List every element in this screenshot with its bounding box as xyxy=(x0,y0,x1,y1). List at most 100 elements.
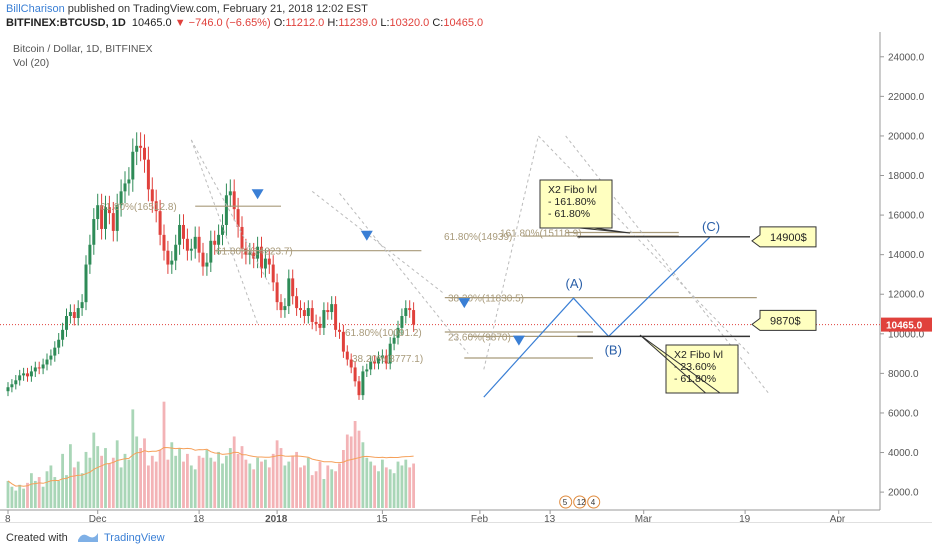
fib-level-label: 161.80%(15118.9) xyxy=(500,229,582,240)
price-candle xyxy=(178,214,182,255)
volume-bar xyxy=(158,450,162,508)
volume-bar xyxy=(295,451,298,508)
volume-bar xyxy=(377,471,380,508)
candle-body xyxy=(318,323,322,328)
price-candle xyxy=(107,195,111,225)
candle-body xyxy=(228,191,232,196)
volume-bar xyxy=(342,450,345,508)
volume-bar xyxy=(10,486,14,508)
volume-bar xyxy=(217,451,220,508)
price-candle xyxy=(384,349,388,370)
earnings-marker-icon xyxy=(559,495,573,509)
x-tick-label: 8 xyxy=(5,514,11,522)
price-chart[interactable]: 24000.0 22000.0 20000.0 18000.0 16000.0 14000… xyxy=(0,32,932,522)
candle-body xyxy=(334,304,338,330)
volume-bar xyxy=(135,436,139,508)
price-candle xyxy=(65,308,68,337)
price-candle xyxy=(92,208,96,255)
candle-body xyxy=(295,296,299,309)
volume-bar xyxy=(119,467,123,508)
price-change: ▼ −746.0 (−6.65%) xyxy=(174,17,271,29)
price-candle xyxy=(162,224,166,261)
y-tick-label: 4000.0 xyxy=(888,448,919,459)
candle-body xyxy=(166,250,170,265)
volume-bar xyxy=(381,459,384,508)
volume-bar xyxy=(349,436,353,508)
candle-body xyxy=(236,209,240,227)
candle-body xyxy=(361,371,365,396)
candle-body xyxy=(353,367,357,382)
fibo-callout-lower: X2 Fibo lvl- 23.60%- 61.80% xyxy=(639,334,739,394)
candle-body xyxy=(287,278,291,307)
candle-body xyxy=(127,179,131,184)
volume-bar xyxy=(283,465,287,508)
tradingview-brand-link[interactable]: TradingView xyxy=(104,532,165,544)
high-value: 11239.0 xyxy=(338,17,378,29)
volume-bar xyxy=(353,421,357,508)
volume-bar xyxy=(201,457,205,508)
volume-bar xyxy=(186,453,189,508)
volume-bar xyxy=(189,465,193,508)
price-candle xyxy=(143,134,146,173)
candle-body xyxy=(279,302,283,311)
y-tick-label: 24000.0 xyxy=(888,52,925,63)
candle-body xyxy=(213,240,217,245)
chart-title: Bitcoin / Dollar, 1D, BITFINEX xyxy=(13,43,153,55)
candle-body xyxy=(131,151,135,180)
volume-bar xyxy=(384,467,388,508)
candle-body xyxy=(76,308,80,318)
volume-bar xyxy=(143,438,146,508)
candle-body xyxy=(57,339,61,348)
candle-body xyxy=(18,375,22,381)
candle-body xyxy=(330,304,334,313)
candle-body xyxy=(260,246,263,269)
volume-bar xyxy=(275,440,279,508)
fib-fan-line xyxy=(538,135,750,354)
down-arrow-icon xyxy=(360,230,373,241)
candle-body xyxy=(135,145,139,152)
target-tag-box xyxy=(751,226,817,248)
volume-bar xyxy=(299,467,302,508)
candle-body xyxy=(244,248,248,255)
candle-body xyxy=(37,367,41,369)
candle-body xyxy=(392,337,396,344)
price-candle xyxy=(252,242,256,269)
high-label: H: xyxy=(327,17,339,29)
volume-bar xyxy=(373,465,376,508)
price-candle xyxy=(345,345,349,366)
volume-bar xyxy=(334,471,337,508)
volume-bar xyxy=(408,467,412,508)
candle-body xyxy=(33,367,37,372)
price-candle xyxy=(135,132,139,166)
candle-body xyxy=(185,238,189,251)
tradingview-logo-icon[interactable] xyxy=(76,530,100,544)
volume-bar xyxy=(57,480,61,508)
candle-body xyxy=(412,310,416,325)
candle-body xyxy=(111,213,115,231)
candle-body xyxy=(158,211,162,235)
candle-body xyxy=(178,224,182,245)
callout-text: - 161.80% xyxy=(548,196,596,208)
volume-bar xyxy=(22,488,25,508)
volume-bar xyxy=(330,469,334,508)
price-candle xyxy=(232,179,236,221)
price-candle xyxy=(217,224,221,255)
close-label: C: xyxy=(432,17,444,29)
volume-bar xyxy=(147,465,150,508)
volume-bar xyxy=(115,440,119,508)
candle-body xyxy=(275,282,279,303)
price-candle xyxy=(322,302,326,336)
candle-body xyxy=(115,205,119,231)
price-candle xyxy=(68,304,72,324)
price-candle xyxy=(353,361,357,387)
candle-body xyxy=(68,312,72,316)
candle-body xyxy=(224,195,228,225)
price-candle xyxy=(380,349,384,364)
fibo-callout-upper: X2 Fibo lvl- 161.80%- 61.80% xyxy=(539,179,631,234)
candle-body xyxy=(88,244,92,265)
volume-bar xyxy=(174,455,178,508)
y-tick-label: 8000.0 xyxy=(888,369,919,380)
volume-bar xyxy=(240,446,244,508)
candle-body xyxy=(146,159,150,190)
author-link[interactable]: BillCharison xyxy=(6,3,65,15)
